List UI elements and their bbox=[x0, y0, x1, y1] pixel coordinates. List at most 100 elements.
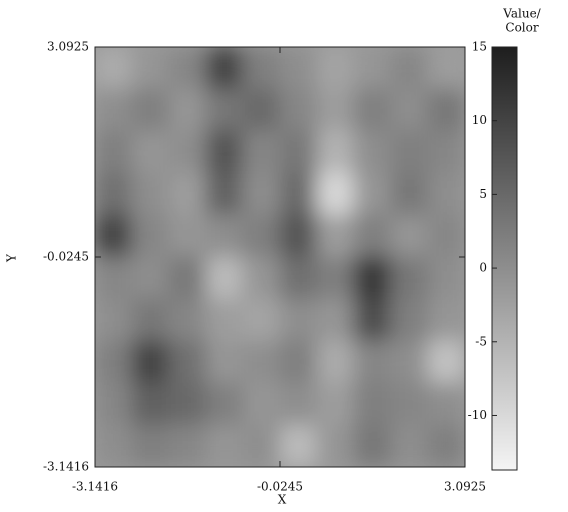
heatmap-cell bbox=[427, 214, 465, 258]
heatmap-cell bbox=[95, 88, 133, 132]
heatmap-cell bbox=[95, 256, 133, 300]
heatmap-cell bbox=[353, 298, 392, 342]
heatmap-cell bbox=[427, 47, 465, 90]
heatmap-cell bbox=[205, 88, 244, 132]
heatmap-cell bbox=[168, 256, 207, 300]
heatmap-cell bbox=[390, 298, 429, 342]
heatmap-cell bbox=[427, 298, 465, 342]
heatmap-cell bbox=[205, 214, 244, 258]
colorbar bbox=[491, 46, 518, 471]
heatmap-cell bbox=[242, 47, 281, 90]
y-axis-label: Y bbox=[5, 253, 19, 263]
heatmap-cell bbox=[353, 130, 392, 174]
heatmap-cell bbox=[390, 424, 429, 467]
heatmap-cell bbox=[427, 424, 465, 467]
heatmap-cell bbox=[168, 424, 207, 467]
heatmap-cell bbox=[205, 256, 244, 300]
heatmap-cell bbox=[131, 340, 170, 384]
heatmap-cell bbox=[353, 424, 392, 467]
heatmap-cell bbox=[205, 424, 244, 467]
heatmap-cell bbox=[242, 256, 281, 300]
colorbar-tick-label: -10 bbox=[468, 408, 487, 422]
heatmap-cell bbox=[279, 424, 318, 467]
colorbar-tick-label: 5 bbox=[479, 187, 487, 201]
heatmap-cell bbox=[390, 172, 429, 216]
heatmap-cell bbox=[131, 88, 170, 132]
heatmap-cell bbox=[95, 214, 133, 258]
heatmap-cell bbox=[279, 172, 318, 216]
heatmap-cell bbox=[279, 47, 318, 90]
colorbar-tick-label: 10 bbox=[472, 113, 487, 127]
heatmap-cell bbox=[353, 382, 392, 426]
heatmap-cell bbox=[427, 130, 465, 174]
heatmap-cell bbox=[242, 214, 281, 258]
heatmap-cell bbox=[95, 382, 133, 426]
heatmap-cell bbox=[95, 340, 133, 384]
x-tick-label: 3.0925 bbox=[444, 480, 486, 494]
heatmap-cell bbox=[390, 382, 429, 426]
heatmap-cell bbox=[390, 340, 429, 384]
x-axis-label: X bbox=[278, 493, 287, 507]
heatmap-cells bbox=[95, 47, 465, 467]
heatmap-cell bbox=[168, 382, 207, 426]
heatmap-cell bbox=[95, 130, 133, 174]
heatmap-cell bbox=[390, 256, 429, 300]
heatmap-cell bbox=[205, 47, 244, 90]
y-tick-label: -3.1416 bbox=[43, 460, 89, 474]
colorbar-tick-label: 0 bbox=[479, 261, 487, 275]
heatmap-cell bbox=[279, 130, 318, 174]
heatmap-cell bbox=[353, 172, 392, 216]
heatmap-cell bbox=[131, 214, 170, 258]
heatmap-cell bbox=[242, 382, 281, 426]
heatmap-cell bbox=[353, 88, 392, 132]
heatmap-cell bbox=[316, 340, 355, 384]
heatmap-cell bbox=[168, 47, 207, 90]
y-tick-label: 3.0925 bbox=[47, 40, 89, 54]
heatmap-cell bbox=[279, 340, 318, 384]
heatmap-cell bbox=[242, 340, 281, 384]
heatmap-cell bbox=[168, 130, 207, 174]
heatmap-cell bbox=[279, 298, 318, 342]
heatmap-cell bbox=[353, 214, 392, 258]
heatmap-cell bbox=[316, 256, 355, 300]
heatmap-cell bbox=[316, 298, 355, 342]
colorbar-title: Value/ bbox=[502, 7, 541, 21]
heatmap-cell bbox=[131, 382, 170, 426]
x-tick-label: -0.0245 bbox=[257, 480, 303, 494]
x-tick-label: -3.1416 bbox=[72, 480, 118, 494]
heatmap-cell bbox=[205, 340, 244, 384]
heatmap-cell bbox=[427, 382, 465, 426]
heatmap-cell bbox=[279, 256, 318, 300]
heatmap-cell bbox=[168, 172, 207, 216]
heatmap-cell bbox=[390, 88, 429, 132]
heatmap-cell bbox=[316, 214, 355, 258]
heatmap-cell bbox=[316, 130, 355, 174]
y-tick-label: -0.0245 bbox=[43, 249, 89, 263]
heatmap-cell bbox=[316, 88, 355, 132]
colorbar-tick-label: -5 bbox=[475, 334, 487, 348]
heatmap-cell bbox=[390, 130, 429, 174]
heatmap-cell bbox=[242, 298, 281, 342]
heatmap-cell bbox=[95, 47, 133, 90]
heatmap-cell bbox=[242, 172, 281, 216]
heatmap-cell bbox=[95, 172, 133, 216]
heatmap-cell bbox=[205, 382, 244, 426]
heatmap-cell bbox=[316, 47, 355, 90]
heatmap-cell bbox=[131, 172, 170, 216]
heatmap-cell bbox=[168, 88, 207, 132]
heatmap-cell bbox=[168, 340, 207, 384]
heatmap-cell bbox=[95, 424, 133, 467]
heatmap-cell bbox=[279, 88, 318, 132]
heatmap-cell bbox=[131, 47, 170, 90]
heatmap-cell bbox=[131, 424, 170, 467]
heatmap-cell bbox=[279, 214, 318, 258]
heatmap-cell bbox=[168, 298, 207, 342]
heatmap-cell bbox=[205, 130, 244, 174]
heatmap-cell bbox=[205, 298, 244, 342]
heatmap-cell bbox=[427, 172, 465, 216]
heatmap-cell bbox=[427, 88, 465, 132]
colorbar-title: Color bbox=[505, 21, 538, 35]
heatmap-cell bbox=[279, 382, 318, 426]
heatmap-cell bbox=[316, 172, 355, 216]
